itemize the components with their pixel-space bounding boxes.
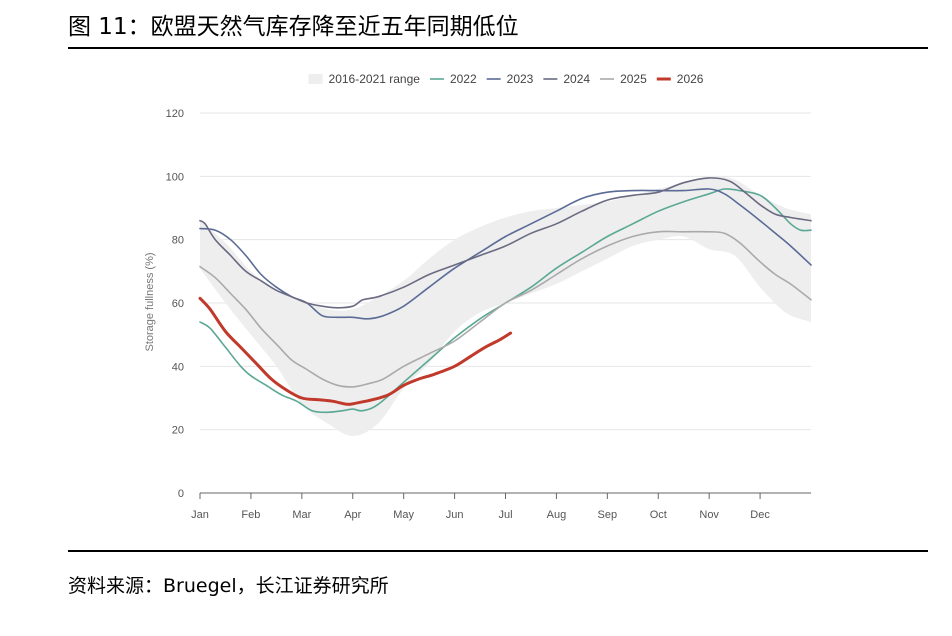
x-tick-label-Oct: Oct xyxy=(650,509,667,521)
y-tick-label-20: 20 xyxy=(172,425,184,437)
range-band xyxy=(200,176,811,436)
source-rule xyxy=(68,550,928,552)
y-tick-label-0: 0 xyxy=(178,488,184,500)
x-tick-label-Aug: Aug xyxy=(547,509,567,521)
y-tick-label-120: 120 xyxy=(166,108,184,120)
series-lines xyxy=(198,177,812,414)
source-note: 资料来源：Bruegel，长江证券研究所 xyxy=(68,575,389,597)
legend-label: 2022 xyxy=(450,72,477,86)
x-tick-label-Sep: Sep xyxy=(598,509,618,521)
x-tick-label-May: May xyxy=(393,509,414,521)
x-tick-label-Nov: Nov xyxy=(699,509,719,521)
legend-label: 2026 xyxy=(677,72,704,86)
x-tick-label-Dec: Dec xyxy=(750,509,770,521)
y-tick-label-60: 60 xyxy=(172,298,184,310)
legend: 2016-2021 range 2022 2023 2024 2025 2026 xyxy=(308,72,704,86)
y-tick-label-40: 40 xyxy=(172,361,184,373)
legend-item-2022: 2022 xyxy=(429,72,477,86)
y-axis-label: Storage fullness (%) xyxy=(144,252,156,351)
x-tick-label-Jan: Jan xyxy=(191,509,209,521)
x-axis: Jan Feb Mar Apr May Jun Jul Aug Sep Oct Nov Dec xyxy=(191,492,811,521)
series-line-2024 xyxy=(199,177,812,309)
range-band-area xyxy=(200,176,811,436)
x-tick-label-Jun: Jun xyxy=(446,509,464,521)
legend-label: 2025 xyxy=(620,72,647,86)
legend-item-2026: 2026 xyxy=(656,72,704,86)
title-rule xyxy=(68,47,928,49)
legend-label: 2024 xyxy=(563,72,590,86)
legend-swatch xyxy=(308,74,323,84)
storage-chart: 2016-2021 range 2022 2023 2024 2025 2026 0 20 4… xyxy=(144,72,812,521)
series-line-2026 xyxy=(198,296,513,406)
legend-item-2023: 2023 xyxy=(486,72,534,86)
legend-label: 2023 xyxy=(507,72,534,86)
y-tick-label-100: 100 xyxy=(166,171,184,183)
y-tick-label-80: 80 xyxy=(172,235,184,247)
series-line-2022 xyxy=(199,188,812,414)
x-tick-label-Apr: Apr xyxy=(344,509,361,521)
figure-title: 图 11：欧盟天然气库存降至近五年同期低位 xyxy=(68,14,519,40)
x-tick-label-Feb: Feb xyxy=(241,509,260,521)
legend-item-2025: 2025 xyxy=(600,72,647,86)
y-axis-ticks: 0 20 40 60 80 100 120 xyxy=(166,108,184,500)
x-tick-label-Jul: Jul xyxy=(498,509,512,521)
series-line-2025 xyxy=(199,230,812,388)
x-tick-label-Mar: Mar xyxy=(292,509,311,521)
legend-label: 2016-2021 range xyxy=(329,72,421,86)
legend-item-2024: 2024 xyxy=(543,72,590,86)
legend-item-2016-2021-range: 2016-2021 range xyxy=(308,72,421,86)
